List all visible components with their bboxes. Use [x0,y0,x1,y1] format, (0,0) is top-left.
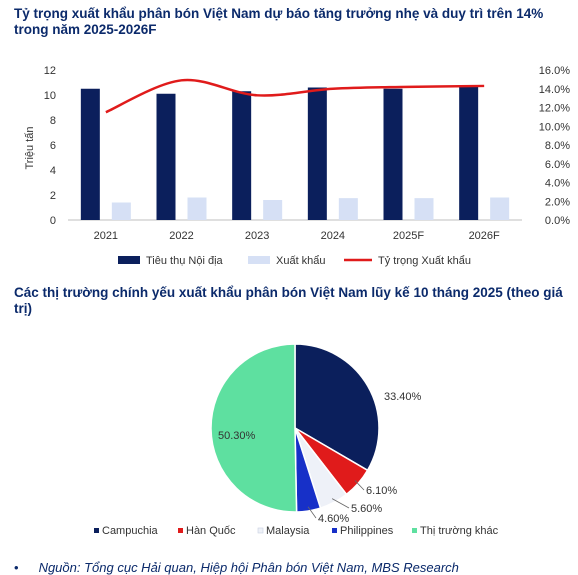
bar-export [111,202,131,220]
chart2-title: Các thị trường chính yếu xuất khẩu phân … [14,285,563,316]
bar-export [263,200,283,220]
legend-swatch-philippines [332,528,337,533]
combo-chart: 0 2 4 6 8 10 12 0.0% 2.0% 4.0% 6.0% 8.0% 10.0% 12.0%… [24,65,570,267]
legend-label-export: Xuất khẩu [276,255,326,267]
pie-slice-label: 6.10% [366,485,397,497]
source-note: • Nguồn: Tổng cục Hải quan, Hiệp hội Phân… [14,560,459,575]
legend-label-other: Thị trường khác [420,525,499,537]
y-axis-label: Triệu tấn [24,126,36,169]
y2-tick-label: 6.0% [545,159,570,171]
legend-label-share: Tỷ trọng Xuất khẩu [378,255,471,267]
right-y-axis: 0.0% 2.0% 4.0% 6.0% 8.0% 10.0% 12.0% 14.0% 16.0% [539,65,570,227]
bar-export [414,198,434,220]
pie-slice-label: 33.40% [384,391,422,403]
x-tick-label: 2023 [245,230,269,242]
legend-label-domestic: Tiêu thụ Nội địa [146,255,224,267]
pie-slice-label: 4.60% [318,513,349,525]
legend-label-philippines: Philippines [340,525,394,537]
bar-domestic [307,87,327,220]
legend-swatch-malaysia [257,527,264,534]
x-tick-label: 2022 [169,230,193,242]
chart1-legend: Tiêu thụ Nội địa Xuất khẩu Tỷ trọng Xuất k… [118,255,471,267]
pie-leader-line [307,506,317,519]
pie-slice-label: 50.30% [218,430,256,442]
bar-export [338,198,358,220]
bar-series-group [80,86,510,220]
legend-swatch-han-quoc [178,528,183,533]
bullet: • [14,560,19,575]
y2-tick-label: 12.0% [539,103,570,115]
bar-domestic [156,93,176,220]
pie-slice [294,343,380,472]
legend-label-han-quoc: Hàn Quốc [186,525,236,537]
x-tick-label: 2025F [393,230,424,242]
legend-swatch-campuchia [94,528,99,533]
bar-domestic [459,86,479,220]
y-tick-label: 6 [50,140,56,152]
pie-labels: 33.40% 6.10% 5.60%4.60% 50.30% [218,391,422,525]
legend-swatch-other [412,528,417,533]
x-axis: 2021 2022 2023 2024 2025F 2026F [94,230,500,242]
legend-label-malaysia: Malaysia [266,525,310,537]
y-tick-label: 10 [44,90,56,102]
bar-domestic [383,88,403,220]
chart2-legend: Campuchia Hàn Quốc Malaysia Philippines Thị … [94,525,499,537]
y-tick-label: 8 [50,115,56,127]
y-tick-label: 4 [50,165,56,177]
pie-slice [210,343,298,513]
bar-export [187,197,207,220]
pie-slices [210,343,380,513]
bar-export [490,197,510,220]
legend-swatch-export [248,256,270,264]
line-series-group [105,78,485,114]
x-tick-label: 2024 [321,230,345,242]
y2-tick-label: 4.0% [545,178,570,190]
y-tick-label: 12 [44,65,56,77]
y2-tick-label: 16.0% [539,65,570,77]
legend-label-campuchia: Campuchia [102,525,159,537]
y-tick-label: 0 [50,215,56,227]
y2-tick-label: 14.0% [539,84,570,96]
x-tick-label: 2026F [469,230,500,242]
y2-tick-label: 10.0% [539,121,570,133]
export-share-line [105,78,485,114]
y2-tick-label: 0.0% [545,215,570,227]
chart1-title: Tỷ trọng xuất khẩu phân bón Việt Nam dự … [14,6,544,37]
y2-tick-label: 8.0% [545,140,570,152]
pie-leader-line [331,498,350,509]
source-text: Nguồn: Tổng cục Hải quan, Hiệp hội Phân … [38,560,459,575]
y-tick-label: 2 [50,190,56,202]
bar-domestic [232,91,252,220]
left-y-axis: 0 2 4 6 8 10 12 [44,65,56,227]
legend-swatch-domestic [118,256,140,264]
pie-leader-line [354,480,365,491]
x-tick-label: 2021 [94,230,118,242]
bar-domestic [80,88,100,220]
y2-tick-label: 2.0% [545,196,570,208]
pie-slice-label: 5.60% [351,503,382,515]
